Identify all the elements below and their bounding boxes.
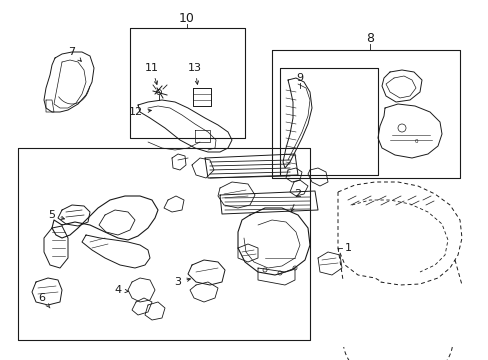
Text: 11: 11 xyxy=(145,63,159,85)
Text: 5: 5 xyxy=(48,210,64,220)
Text: 6: 6 xyxy=(39,293,50,308)
Text: 13: 13 xyxy=(187,63,202,84)
Text: 9: 9 xyxy=(296,73,303,83)
Text: 8: 8 xyxy=(365,31,373,45)
Text: 3: 3 xyxy=(174,277,190,287)
Text: 0: 0 xyxy=(413,139,417,144)
Text: 12: 12 xyxy=(129,107,151,117)
Text: 10: 10 xyxy=(179,12,195,24)
Text: 4: 4 xyxy=(114,285,128,295)
Text: 2: 2 xyxy=(290,189,301,212)
Text: 1: 1 xyxy=(344,243,351,253)
Text: 7: 7 xyxy=(68,47,81,61)
